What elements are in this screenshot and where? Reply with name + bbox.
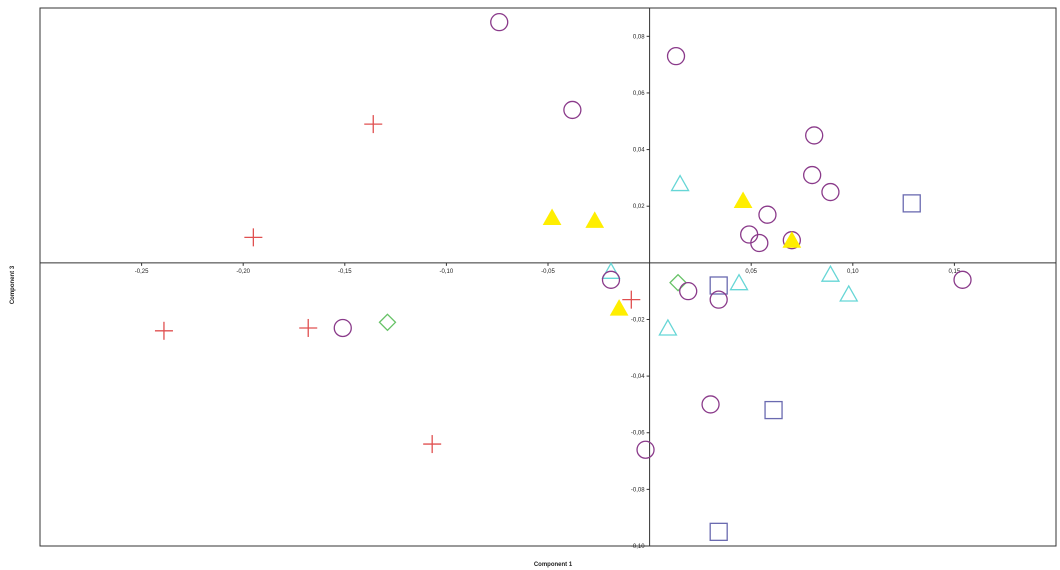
- y-tick-labels: 0,08 0,06 0,04 0,02 -0,02 -0,04 -0,06 -0,08 -0,1…: [631, 34, 650, 550]
- x-tick-label: 0,15: [949, 269, 961, 275]
- cross-point: [622, 290, 641, 309]
- circle-point: [709, 290, 728, 309]
- axes: [40, 8, 1056, 546]
- y-axis-title: Component 3: [10, 265, 16, 304]
- circle-point: [701, 395, 720, 414]
- x-tick-label: -0,15: [338, 269, 352, 275]
- circle-point: [490, 13, 509, 32]
- circle-point: [805, 126, 824, 145]
- triangle-filled-point: [733, 191, 753, 209]
- x-tick-label: -0,05: [541, 269, 555, 275]
- x-tick-labels: -0,25 -0,20 -0,15 -0,10 -0,05 0,05 0,10 0,15: [135, 262, 961, 275]
- circle-point: [803, 165, 822, 185]
- x-tick-label: -0,20: [236, 269, 250, 275]
- y-tick-label: 0,02: [633, 204, 645, 210]
- cross-point: [423, 435, 442, 454]
- cross-point: [154, 321, 173, 340]
- square-point: [709, 276, 728, 295]
- triangle-open-point: [820, 264, 841, 282]
- y-tick-label: -0,10: [631, 544, 645, 550]
- circle-point: [750, 233, 769, 253]
- x-axis-title: Component 1: [534, 562, 573, 568]
- triangle-filled-point: [782, 231, 802, 248]
- y-tick-label: -0,06: [631, 431, 645, 437]
- diamond-point: [378, 313, 397, 332]
- x-tick-label: -0,25: [135, 269, 149, 275]
- x-tick-label: 0,05: [745, 269, 757, 275]
- circle-point: [563, 100, 582, 120]
- cross-point: [299, 318, 318, 337]
- diamond-point: [669, 273, 687, 292]
- y-tick-label: -0,08: [631, 487, 645, 493]
- y-tick-label: 0,06: [633, 91, 645, 97]
- y-tick-label: 0,04: [633, 148, 645, 154]
- square-point: [764, 400, 783, 420]
- circle-point: [666, 46, 686, 66]
- cross-point: [364, 115, 383, 134]
- circle-point: [821, 182, 840, 202]
- triangle-open-point: [839, 284, 859, 302]
- circle-point: [758, 205, 777, 224]
- circle-point: [636, 440, 655, 459]
- triangle-open-point: [601, 262, 621, 279]
- x-tick-label: 0,10: [847, 269, 859, 275]
- circle-point: [333, 318, 352, 338]
- square-point: [902, 194, 921, 213]
- triangle-filled-point: [609, 299, 629, 316]
- y-tick-label: 0,08: [633, 34, 645, 40]
- y-tick-label: -0,04: [631, 374, 645, 380]
- circle-point: [953, 270, 972, 289]
- triangle-filled-point: [542, 208, 562, 226]
- square-point: [709, 522, 728, 541]
- circle-point: [679, 282, 698, 301]
- triangle-open-point: [658, 318, 678, 336]
- y-tick-label: -0,02: [631, 317, 645, 323]
- data-points: [154, 13, 972, 541]
- circle-point: [740, 225, 759, 244]
- triangle-open-point: [670, 174, 690, 192]
- triangle-filled-point: [585, 211, 605, 228]
- plot-frame: [39, 7, 1057, 547]
- cross-point: [244, 228, 263, 247]
- circle-point: [601, 270, 621, 289]
- triangle-open-point: [729, 273, 749, 291]
- x-tick-label: -0,10: [440, 269, 454, 275]
